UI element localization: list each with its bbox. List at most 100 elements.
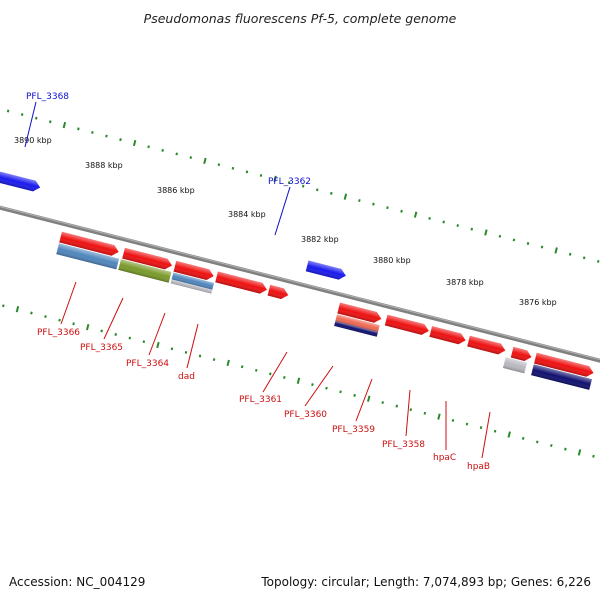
gene-pfl-3368[interactable]	[0, 167, 42, 193]
ruler-tick	[147, 145, 150, 149]
ruler-tick	[91, 131, 94, 134]
gene-hpab[interactable]	[531, 364, 592, 390]
ruler-label-3876: 3876 kbp	[519, 298, 557, 307]
gene-pfl-3368-shade	[0, 167, 41, 192]
ruler-ticks-forward	[6, 109, 600, 263]
gene-dad-a-shade	[215, 271, 267, 294]
ruler-tick	[161, 148, 164, 152]
ruler-tick	[395, 404, 399, 408]
ruler-tick	[343, 193, 348, 200]
ruler-label-3884: 3884 kbp	[228, 210, 266, 219]
gene-hpac-a-shade	[510, 346, 532, 361]
backbone-highlight	[0, 160, 600, 409]
ruler-tick	[315, 188, 319, 192]
gene-pfl-3359[interactable]	[429, 326, 467, 346]
gene-pfl-3361-a-shade	[337, 302, 382, 323]
ruler-tick	[428, 216, 431, 220]
ruler-tick	[479, 426, 483, 430]
ruler-tick	[568, 252, 572, 256]
ruler-tick	[105, 134, 108, 138]
ruler-label-3886: 3886 kbp	[157, 186, 195, 195]
ruler-tick	[409, 408, 413, 412]
gene-pfl-3361-shade	[335, 314, 380, 332]
backbone	[0, 160, 600, 412]
leader-pfl-3368	[24, 101, 37, 148]
gene-pfl-3364-a-shade	[173, 260, 214, 280]
ruler-tick	[596, 259, 600, 263]
gene-pfl-3364[interactable]	[171, 272, 215, 290]
ruler-tick	[470, 227, 474, 231]
ruler-tick	[48, 120, 52, 124]
ruler-tick	[526, 242, 530, 245]
leader-pfl-3366	[60, 281, 77, 325]
gene-pfl-3366[interactable]	[56, 243, 120, 270]
ruler-tick	[465, 422, 469, 426]
label-hpac[interactable]: hpaC	[433, 453, 456, 463]
label-hpab[interactable]: hpaB	[467, 462, 490, 472]
gene-pfl-3361[interactable]	[335, 314, 380, 332]
ruler-tick	[498, 234, 502, 238]
ruler-tick	[100, 329, 103, 333]
gene-pfl-3365[interactable]	[118, 259, 172, 283]
ruler-tick	[254, 368, 258, 372]
gene-pfl-3361-b[interactable]	[334, 321, 378, 337]
gene-dad-a[interactable]	[215, 271, 268, 296]
gene-pfl-3361-a[interactable]	[337, 302, 382, 325]
ruler-tick	[203, 157, 207, 165]
gene-pfl-3364-shade	[171, 272, 215, 290]
ruler-tick	[189, 156, 193, 160]
gene-pfl-3365-a[interactable]	[122, 247, 173, 271]
ruler-tick	[259, 173, 263, 177]
gene-hpab-shade	[531, 364, 592, 390]
label-pfl-3368[interactable]: PFL_3368	[26, 92, 69, 102]
label-pfl-3361[interactable]: PFL_3361	[239, 395, 282, 405]
gene-pfl-3366-a[interactable]	[59, 231, 120, 257]
ruler-tick	[231, 166, 235, 170]
ruler-tick	[451, 418, 455, 422]
topology-text: Topology: circular; Length: 7,074,893 bp…	[260, 575, 591, 589]
ruler-tick	[269, 372, 272, 376]
label-pfl-3359[interactable]: PFL_3359	[332, 425, 375, 435]
label-pfl-3358[interactable]: PFL_3358	[382, 440, 425, 450]
ruler-tick	[367, 395, 371, 402]
ruler-tick	[72, 322, 75, 326]
gene-hpab-a[interactable]	[534, 352, 595, 378]
gene-pfl-3364-b[interactable]	[170, 279, 213, 294]
leader-pfl-3359	[355, 378, 373, 422]
ruler-tick	[273, 175, 277, 182]
gene-pfl-3361-b-shade	[334, 321, 378, 337]
ruler-label-3880: 3880 kbp	[373, 256, 411, 265]
ruler-tick	[283, 376, 286, 379]
label-pfl-3360[interactable]: PFL_3360	[284, 410, 327, 420]
label-pfl-3362[interactable]: PFL_3362	[268, 177, 311, 187]
ruler-label-3890: 3890 kbp	[14, 136, 52, 145]
ruler-tick	[132, 139, 137, 147]
leader-dad	[186, 323, 199, 369]
ruler-label-3888: 3888 kbp	[85, 161, 123, 170]
backbone-line	[0, 160, 600, 412]
ruler-tick	[156, 341, 160, 349]
label-pfl-3365[interactable]: PFL_3365	[80, 343, 123, 353]
label-pfl-3366[interactable]: PFL_3366	[37, 328, 80, 338]
gene-hpac-a[interactable]	[510, 346, 533, 363]
gene-pfl-3360-shade	[384, 314, 429, 335]
gene-hpab-a-shade	[534, 352, 594, 377]
gene-dad[interactable]	[267, 284, 290, 301]
ruler-tick	[58, 318, 61, 322]
ruler-tick	[77, 127, 80, 131]
gene-pfl-3358[interactable]	[467, 335, 507, 356]
gene-hpac[interactable]	[502, 357, 528, 374]
ruler-tick	[358, 199, 361, 202]
gene-pfl-3364-a[interactable]	[173, 260, 215, 282]
leader-pfl-3364	[148, 312, 166, 356]
gene-pfl-3360[interactable]	[384, 314, 430, 337]
ruler-tick	[540, 245, 544, 249]
gene-pfl-3362[interactable]	[305, 260, 347, 282]
ruler-tick	[34, 116, 38, 120]
label-dad[interactable]: dad	[178, 372, 195, 382]
ruler-tick	[535, 440, 539, 444]
label-pfl-3364[interactable]: PFL_3364	[126, 359, 169, 369]
ruler-tick	[170, 347, 174, 351]
gene-pfl-3365-shade	[118, 259, 172, 283]
ruler-tick	[330, 191, 333, 195]
